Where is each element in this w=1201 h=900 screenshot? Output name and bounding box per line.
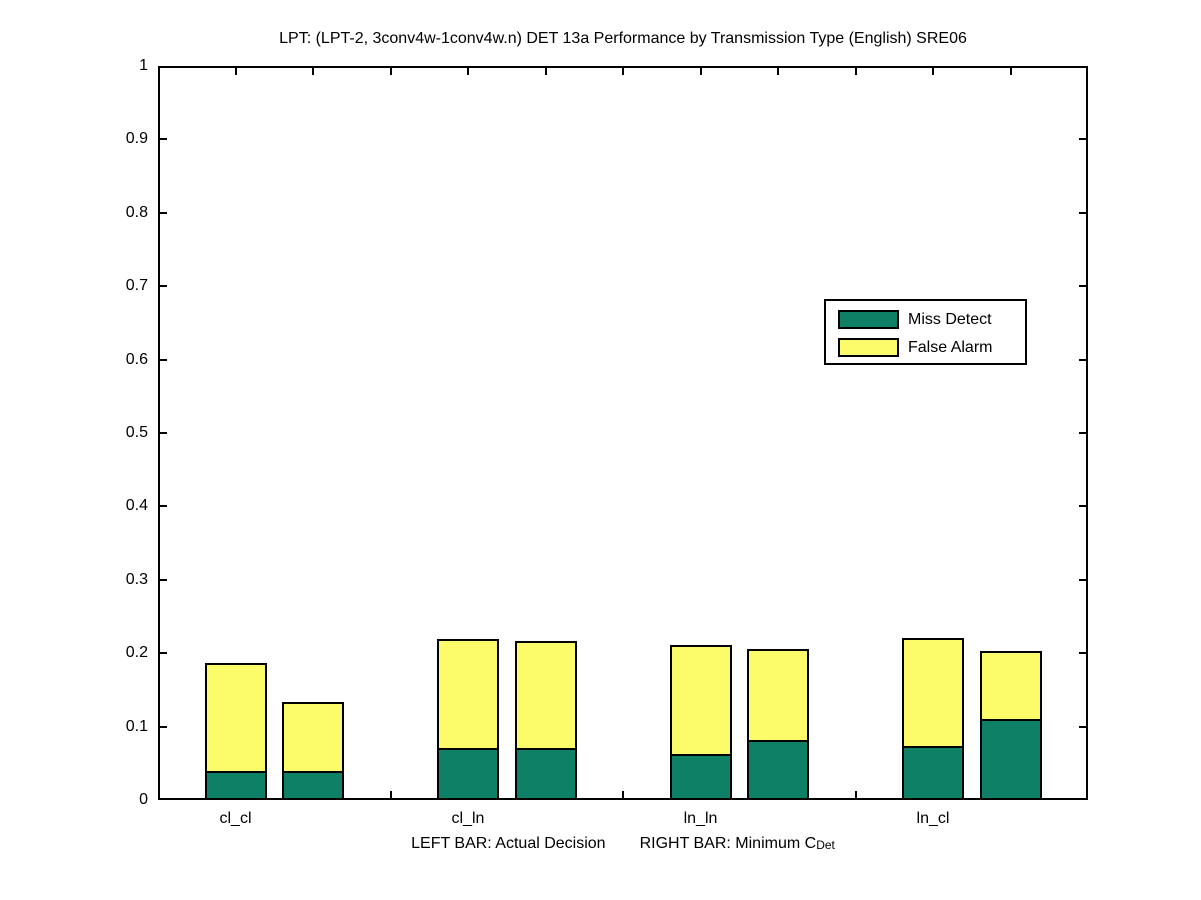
x-tick-top	[312, 66, 314, 75]
x-tick-bottom	[855, 791, 857, 800]
legend-swatch-false-alarm	[838, 338, 899, 357]
y-tick-right	[1079, 432, 1088, 434]
y-tick-label-0.2: 0.2	[125, 644, 148, 661]
bar-segment-miss-detect	[982, 719, 1040, 798]
y-tick-label-0.9: 0.9	[125, 130, 148, 147]
x-tick-top	[932, 66, 934, 75]
y-tick-left	[158, 359, 167, 361]
legend: Miss Detect False Alarm	[824, 299, 1027, 365]
x-tick-label-cl_ln: cl_ln	[451, 810, 485, 827]
y-tick-left	[158, 432, 167, 434]
y-tick-right	[1079, 652, 1088, 654]
y-tick-label-0.3: 0.3	[125, 571, 148, 588]
x-tick-top	[467, 66, 469, 75]
x-tick-top	[700, 66, 702, 75]
bar-segment-miss-detect	[904, 746, 962, 798]
legend-label-false-alarm: False Alarm	[908, 339, 993, 356]
y-tick-right	[1079, 579, 1088, 581]
legend-item-false-alarm: False Alarm	[826, 336, 1025, 360]
y-tick-label-0.6: 0.6	[125, 351, 148, 368]
bar-segment-miss-detect	[284, 771, 342, 798]
x-tick-top	[1010, 66, 1012, 75]
y-tick-label-0.7: 0.7	[125, 277, 148, 294]
x-tick-top	[777, 66, 779, 75]
x-axis-label-left: LEFT BAR: Actual Decision	[411, 835, 606, 852]
y-tick-left	[158, 505, 167, 507]
y-tick-right	[1079, 505, 1088, 507]
x-tick-label-ln_ln: ln_ln	[683, 810, 718, 827]
y-tick-left	[158, 138, 167, 140]
y-tick-right	[1079, 212, 1088, 214]
x-tick-top	[390, 66, 392, 75]
bar-segment-miss-detect	[517, 748, 575, 798]
chart-title: LPT: (LPT-2, 3conv4w-1conv4w.n) DET 13a …	[279, 30, 967, 47]
y-tick-label-0.5: 0.5	[125, 424, 148, 441]
bar-segment-miss-detect	[672, 754, 730, 798]
bar-segment-false-alarm	[205, 663, 267, 800]
y-tick-label-0: 0	[139, 791, 148, 808]
bar-segment-miss-detect	[207, 771, 265, 798]
y-tick-label-0.1: 0.1	[125, 718, 148, 735]
x-tick-label-ln_cl: ln_cl	[916, 810, 950, 827]
y-tick-right	[1079, 726, 1088, 728]
legend-item-miss-detect: Miss Detect	[826, 308, 1025, 332]
y-tick-left	[158, 285, 167, 287]
y-tick-label-0.8: 0.8	[125, 204, 148, 221]
x-axis-label-right: RIGHT BAR: Minimum C	[639, 835, 817, 852]
legend-swatch-miss-detect	[838, 310, 899, 329]
y-tick-left	[158, 212, 167, 214]
y-tick-right	[1079, 359, 1088, 361]
bar-segment-miss-detect	[439, 748, 497, 798]
x-tick-top	[235, 66, 237, 75]
bar-segment-false-alarm	[437, 639, 499, 800]
x-tick-bottom	[390, 791, 392, 800]
bar-segment-false-alarm	[282, 702, 344, 800]
y-tick-label-0.4: 0.4	[125, 497, 148, 514]
x-axis-label: LEFT BAR: Actual Decision RIGHT BAR: Min…	[158, 835, 1088, 853]
bar-segment-false-alarm	[747, 649, 809, 800]
y-tick-right	[1079, 285, 1088, 287]
bar-segment-false-alarm	[670, 645, 732, 800]
x-tick-bottom	[622, 791, 624, 800]
x-tick-top	[545, 66, 547, 75]
x-axis-label-subscript: Det	[816, 838, 835, 852]
bar-segment-miss-detect	[749, 740, 807, 798]
bar-segment-false-alarm	[902, 638, 964, 800]
bar-segment-false-alarm	[515, 641, 577, 800]
plot-area	[158, 66, 1088, 800]
x-tick-top	[855, 66, 857, 75]
y-tick-left	[158, 726, 167, 728]
bar-segment-false-alarm	[980, 651, 1042, 800]
y-tick-left	[158, 652, 167, 654]
x-tick-label-cl_cl: cl_cl	[219, 810, 252, 827]
y-tick-left	[158, 579, 167, 581]
x-tick-top	[622, 66, 624, 75]
legend-label-miss-detect: Miss Detect	[908, 311, 992, 328]
y-tick-label-1: 1	[139, 57, 148, 74]
y-tick-right	[1079, 138, 1088, 140]
